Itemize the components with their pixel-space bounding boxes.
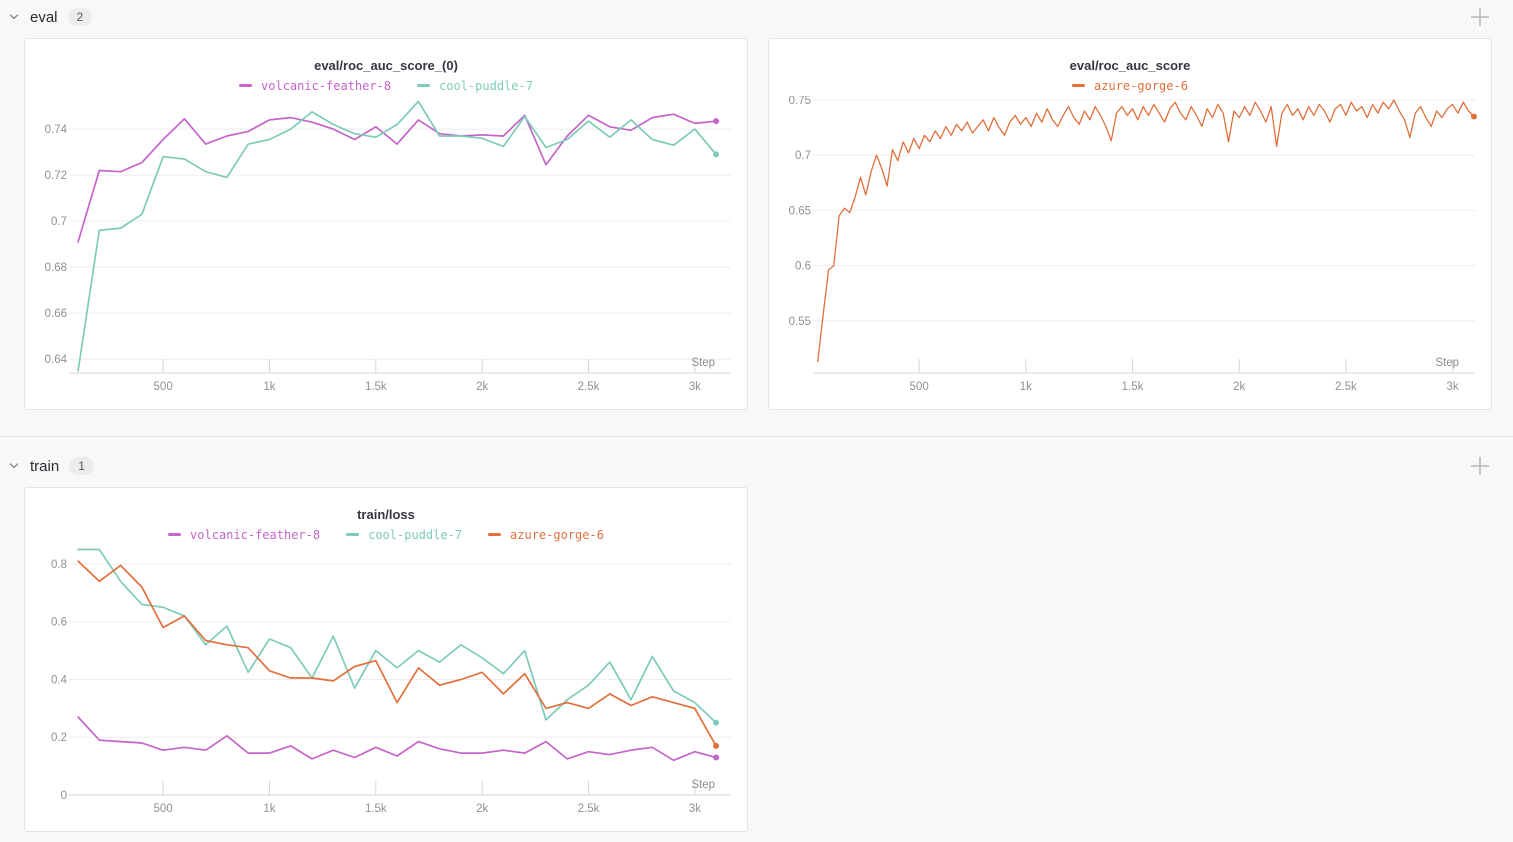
y-tick-label: 0.8	[51, 559, 67, 571]
legend-swatch	[417, 84, 431, 87]
legend-swatch	[1072, 84, 1086, 87]
x-tick-label: 2.5k	[578, 803, 600, 815]
x-axis-title: Step	[1435, 357, 1459, 369]
section-eval-label: eval	[30, 8, 58, 26]
legend-swatch	[168, 533, 182, 536]
legend-run-name: azure-gorge-6	[510, 527, 604, 542]
y-tick-label: 0.4	[51, 674, 68, 686]
chart-canvas[interactable]: 0.55 0.6 0.65 0.7 0.75 500 1k 1.5k 2k 2.5k 3k Step	[769, 96, 1491, 409]
chart-panel-eval-roc-auc-score-0[interactable]: eval/roc_auc_score_(0) volcanic-feather-…	[24, 38, 748, 410]
x-tick-label: 2k	[476, 381, 488, 393]
y-tick-label: 0.55	[789, 316, 811, 328]
series-end-dot-volcanic-feather-8	[713, 118, 720, 125]
y-tick-label: 0.2	[51, 732, 67, 744]
series-line-cool-puddle-7[interactable]	[77, 548, 717, 724]
legend-run-name: azure-gorge-6	[1094, 78, 1188, 93]
chevron-down-icon[interactable]	[7, 10, 21, 24]
chart-panel-eval-roc-auc-score[interactable]: eval/roc_auc_score azure-gorge-6 0.55 0.6…	[768, 38, 1492, 410]
plus-icon	[1471, 457, 1489, 475]
series-end-dot-azure-gorge-6	[1470, 113, 1477, 120]
train-panels-row: train/loss volcanic-feather-8 cool-puddle…	[0, 487, 1513, 832]
series-end-dot-azure-gorge-6	[713, 742, 720, 749]
series-line-volcanic-feather-8[interactable]	[77, 716, 717, 762]
chart-title: train/loss	[357, 507, 415, 522]
y-tick-label: 0.64	[45, 354, 68, 366]
chart-canvas[interactable]: 0.64 0.66 0.68 0.7 0.72 0.74 500 1k 1.5k 2k 2.5k 3k…	[25, 96, 747, 409]
legend-run-name: cool-puddle-7	[439, 78, 533, 93]
chart-panel-train-loss[interactable]: train/loss volcanic-feather-8 cool-puddle…	[24, 487, 748, 832]
y-tick-label: 0.74	[45, 124, 68, 136]
section-train-count-badge: 1	[69, 457, 94, 475]
legend-swatch	[239, 84, 253, 87]
x-tick-label: 2k	[476, 803, 488, 815]
x-tick-label: 1k	[263, 381, 275, 393]
legend-run-name: cool-puddle-7	[368, 527, 463, 542]
x-tick-label: 500	[154, 803, 173, 815]
x-tick-label: 500	[910, 381, 929, 393]
legend-run-name: volcanic-feather-8	[190, 527, 321, 542]
series-line-volcanic-feather-8[interactable]	[77, 113, 717, 243]
x-tick-label: 500	[154, 381, 173, 393]
section-divider	[0, 436, 1513, 437]
y-tick-label: 0.7	[51, 216, 67, 228]
legend-item-cool-puddle-7: cool-puddle-7	[346, 528, 462, 542]
y-tick-label: 0.65	[789, 205, 811, 217]
x-tick-label: 1.5k	[1122, 381, 1144, 393]
legend-item-cool-puddle-7: cool-puddle-7	[417, 79, 533, 93]
series-line-cool-puddle-7[interactable]	[77, 100, 717, 372]
add-panel-button[interactable]	[1467, 453, 1493, 479]
y-tick-label: 0	[61, 790, 67, 802]
chart-title: eval/roc_auc_score_(0)	[314, 58, 458, 73]
y-tick-label: 0.68	[45, 262, 67, 274]
y-tick-label: 0.66	[45, 308, 67, 320]
y-tick-label: 0.6	[51, 617, 67, 629]
section-eval: eval 2 eval/roc_auc_score_(0) volcanic-f…	[0, 0, 1513, 410]
series-line-azure-gorge-6[interactable]	[77, 560, 717, 747]
plus-icon	[1471, 8, 1489, 26]
x-tick-label: 1.5k	[365, 381, 387, 393]
series-line-azure-gorge-6[interactable]	[817, 99, 1475, 363]
eval-panels-row: eval/roc_auc_score_(0) volcanic-feather-…	[0, 38, 1513, 410]
x-axis-title: Step	[691, 779, 715, 791]
legend-run-name: volcanic-feather-8	[261, 78, 392, 93]
y-tick-label: 0.7	[795, 150, 811, 162]
legend-item-volcanic-feather-8: volcanic-feather-8	[168, 528, 320, 542]
series-end-dot-cool-puddle-7	[713, 151, 720, 158]
x-tick-label: 3k	[689, 803, 701, 815]
add-panel-button[interactable]	[1467, 4, 1493, 30]
x-tick-label: 2.5k	[1335, 381, 1357, 393]
section-train: train 1 train/loss volcanic-feather-8 coo…	[0, 449, 1513, 832]
x-tick-label: 3k	[689, 381, 701, 393]
series-end-dot-cool-puddle-7	[713, 719, 720, 726]
legend-item-azure-gorge-6: azure-gorge-6	[488, 528, 604, 542]
chart-legend: azure-gorge-6	[769, 77, 1491, 94]
chart-legend: volcanic-feather-8 cool-puddle-7 azure-gor…	[25, 526, 747, 543]
legend-swatch	[346, 533, 360, 536]
x-tick-label: 1k	[1020, 381, 1032, 393]
legend-item-volcanic-feather-8: volcanic-feather-8	[239, 79, 391, 93]
legend-swatch	[488, 533, 502, 536]
section-eval-header: eval 2	[0, 0, 1513, 34]
legend-item-azure-gorge-6: azure-gorge-6	[1072, 79, 1188, 93]
y-tick-label: 0.75	[789, 96, 811, 107]
x-tick-label: 1.5k	[365, 803, 387, 815]
section-eval-count-badge: 2	[67, 8, 93, 26]
section-train-label: train	[30, 457, 60, 475]
y-tick-label: 0.72	[45, 170, 67, 182]
x-tick-label: 3k	[1447, 381, 1459, 393]
x-tick-label: 2k	[1233, 381, 1245, 393]
x-tick-label: 2.5k	[578, 381, 600, 393]
chart-title: eval/roc_auc_score	[1069, 58, 1191, 73]
series-end-dot-volcanic-feather-8	[713, 754, 720, 761]
chart-legend: volcanic-feather-8 cool-puddle-7	[25, 77, 747, 94]
section-train-header: train 1	[0, 449, 1513, 483]
x-axis-title: Step	[691, 357, 715, 369]
chart-canvas[interactable]: 0 0.2 0.4 0.6 0.8 500 1k 1.5k 2k 2.5k 3k Step	[25, 545, 747, 831]
y-tick-label: 0.6	[795, 261, 811, 273]
chevron-down-icon[interactable]	[7, 459, 21, 473]
x-tick-label: 1k	[263, 803, 275, 815]
